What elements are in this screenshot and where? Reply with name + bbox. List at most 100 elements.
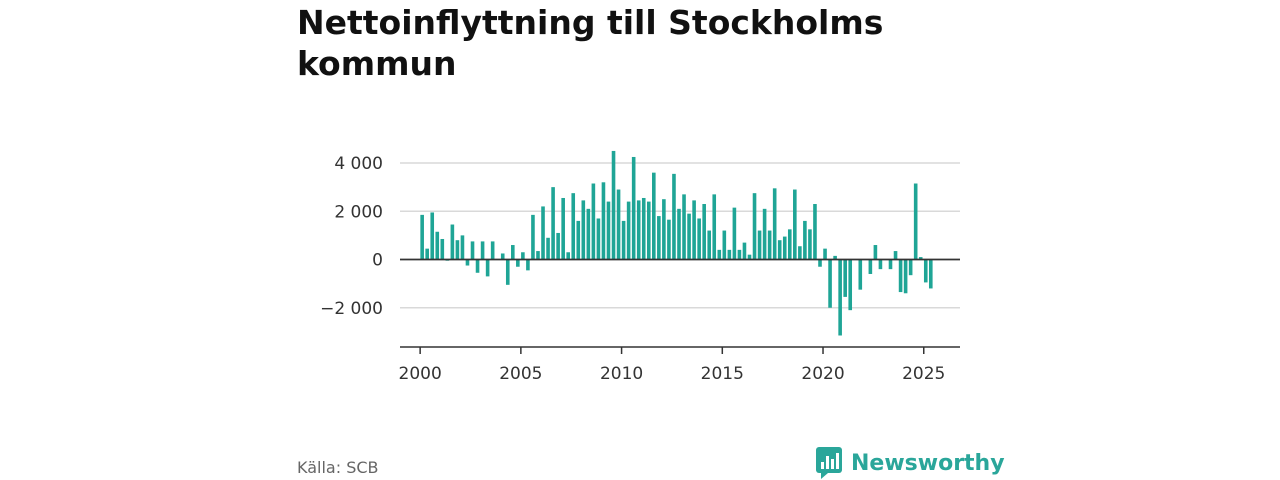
x-tick-label: 2025 xyxy=(902,364,945,384)
bar xyxy=(767,230,772,260)
bar xyxy=(722,230,727,260)
bar xyxy=(601,182,606,260)
bar xyxy=(606,201,611,260)
bar xyxy=(470,241,475,260)
bar xyxy=(541,206,545,260)
bar xyxy=(742,242,747,260)
source-note: Källa: SCB xyxy=(297,458,379,477)
bar xyxy=(747,254,752,260)
bar xyxy=(591,183,596,260)
bar xyxy=(641,197,646,260)
newsworthy-logo-icon xyxy=(816,447,842,479)
bar xyxy=(546,237,550,260)
bar xyxy=(616,189,621,260)
bar xyxy=(526,259,530,271)
bar xyxy=(752,193,757,260)
bar xyxy=(430,212,435,260)
bar xyxy=(727,249,732,260)
bar xyxy=(858,259,863,290)
chart-title: Nettoinflyttning till Stockholms kommun xyxy=(297,3,884,83)
bar xyxy=(596,218,601,260)
x-tick-label: 2010 xyxy=(600,364,643,384)
bar xyxy=(918,257,923,260)
bar xyxy=(813,204,817,260)
bar xyxy=(631,156,636,260)
bar xyxy=(536,251,540,260)
bar xyxy=(566,252,570,260)
bar xyxy=(490,241,495,260)
bar xyxy=(500,253,505,260)
bar xyxy=(697,218,701,260)
bar xyxy=(521,252,525,260)
bars xyxy=(400,150,960,336)
bar xyxy=(435,231,440,260)
x-tick-label: 2000 xyxy=(399,364,442,384)
bar xyxy=(450,224,455,260)
bar xyxy=(737,249,742,260)
bar xyxy=(672,173,676,260)
bar xyxy=(576,220,581,260)
bar xyxy=(868,259,873,274)
bar xyxy=(420,214,424,260)
x-axis: 2000 2005 2010 2015 2020 2025 xyxy=(399,346,960,384)
bar xyxy=(828,259,832,308)
bar xyxy=(928,259,933,289)
bar xyxy=(551,187,555,260)
bar xyxy=(913,183,918,260)
bar xyxy=(787,229,792,260)
y-tick-label: −2 000 xyxy=(320,299,383,319)
bar xyxy=(893,251,898,260)
bar xyxy=(455,240,460,260)
bar xyxy=(465,259,470,266)
x-tick-label: 2020 xyxy=(801,364,844,384)
y-tick-label: 4 000 xyxy=(334,154,383,174)
bar xyxy=(732,207,737,260)
bar xyxy=(677,208,681,260)
bar xyxy=(823,248,827,260)
bar xyxy=(586,208,591,260)
bar xyxy=(772,188,777,260)
bar xyxy=(843,259,847,297)
x-tick-label: 2005 xyxy=(499,364,542,384)
x-tick-label: 2015 xyxy=(701,364,744,384)
bar xyxy=(908,259,913,276)
bar xyxy=(873,245,878,260)
bar xyxy=(581,200,586,260)
bar xyxy=(621,220,626,260)
bar xyxy=(707,230,712,260)
y-tick-label: 0 xyxy=(372,251,383,271)
bar xyxy=(888,259,893,270)
bar xyxy=(777,240,782,260)
bar xyxy=(692,200,696,260)
bar xyxy=(626,201,631,260)
bar xyxy=(505,259,510,285)
bar xyxy=(818,259,822,267)
bar xyxy=(516,259,520,267)
bar xyxy=(425,248,429,260)
bar xyxy=(803,220,807,260)
bar xyxy=(762,208,767,260)
bar xyxy=(636,200,641,260)
bar xyxy=(793,189,797,260)
bar xyxy=(757,230,762,260)
bar xyxy=(712,194,717,260)
y-axis-labels: 4 000 2 000 0 −2 000 xyxy=(320,154,383,319)
bar xyxy=(898,259,903,293)
bar xyxy=(662,199,666,260)
bar xyxy=(485,259,490,277)
bar xyxy=(646,201,651,260)
bar xyxy=(903,259,908,294)
bar xyxy=(798,246,802,260)
bar xyxy=(475,259,480,273)
bar xyxy=(717,249,722,260)
bar xyxy=(511,245,515,260)
brand-name: Newsworthy xyxy=(851,450,1005,476)
bar xyxy=(782,236,787,260)
bar xyxy=(571,193,576,260)
bar xyxy=(923,259,928,283)
bar xyxy=(667,219,671,260)
bar xyxy=(702,204,706,260)
bar xyxy=(808,229,812,260)
bar xyxy=(848,259,853,311)
bar xyxy=(460,235,465,260)
